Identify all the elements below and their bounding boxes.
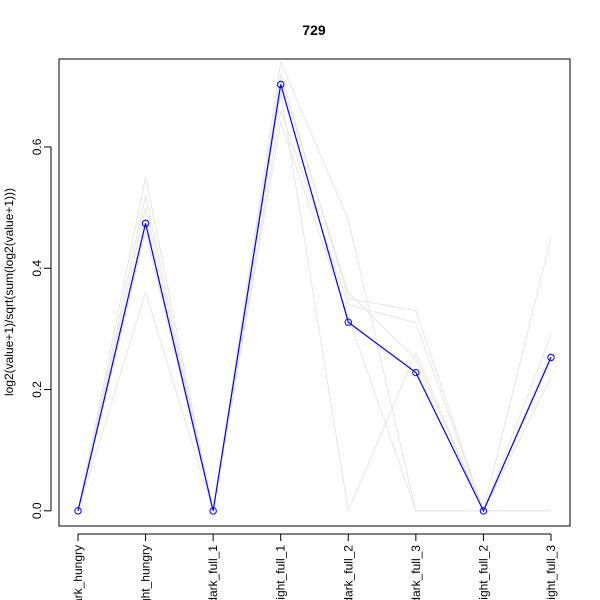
- chart-title: 729: [302, 22, 326, 38]
- x-tick-label-light_full_3: light_full_3: [544, 545, 558, 600]
- x-tick-label-dark_hungry: ark_hungry: [71, 545, 85, 600]
- highlight-point-dark_full_3: [412, 368, 420, 377]
- highlight-point-dark_full_1: [209, 507, 217, 515]
- background-series-group: [77, 60, 552, 513]
- background-series-line-3: [77, 110, 552, 513]
- y-tick-label: 0.2: [30, 381, 44, 398]
- highlight-point-light_hungry: [141, 219, 150, 228]
- x-tick-label-dark_full_3: dark_full_3: [409, 545, 423, 600]
- background-series-line-1: [77, 60, 551, 512]
- x-tick-label-light_full_2: light_full_2: [476, 545, 490, 600]
- x-tick-label-light_hungry: ght_hungry: [139, 545, 153, 600]
- x-tick-label-dark_full_2: dark_full_2: [341, 545, 355, 600]
- highlight-series-line: [77, 84, 552, 513]
- highlight-series-group: [74, 80, 555, 515]
- y-tick-label: 0.4: [30, 260, 44, 277]
- x-tick-label-light_full_1: light_full_1: [274, 545, 288, 600]
- background-series-line-6: [77, 120, 551, 512]
- background-series-line-5: [77, 80, 552, 513]
- x-axis: ark_hungry ght_hungry dark_full_1 light_ful…: [71, 533, 558, 600]
- y-axis-label: log2(value+1)/sqrt(sum(log2(value+1))): [2, 188, 16, 396]
- highlight-point-dark_hungry: [74, 507, 82, 515]
- y-tick-label: 0.6: [30, 138, 44, 155]
- x-tick-label-dark_full_1: dark_full_1: [206, 545, 220, 600]
- highlight-point-light_full_3: [547, 353, 555, 362]
- plot-frame: [58, 58, 571, 527]
- y-tick-label: 0.0: [30, 502, 44, 519]
- background-series-line-4: [77, 92, 552, 513]
- highlight-point-dark_full_2: [344, 318, 352, 326]
- highlight-point-light_full_2: [479, 507, 488, 515]
- y-axis: 0.0 0.2 0.4 0.6: [30, 138, 52, 519]
- highlight-point-light_full_1: [277, 80, 285, 89]
